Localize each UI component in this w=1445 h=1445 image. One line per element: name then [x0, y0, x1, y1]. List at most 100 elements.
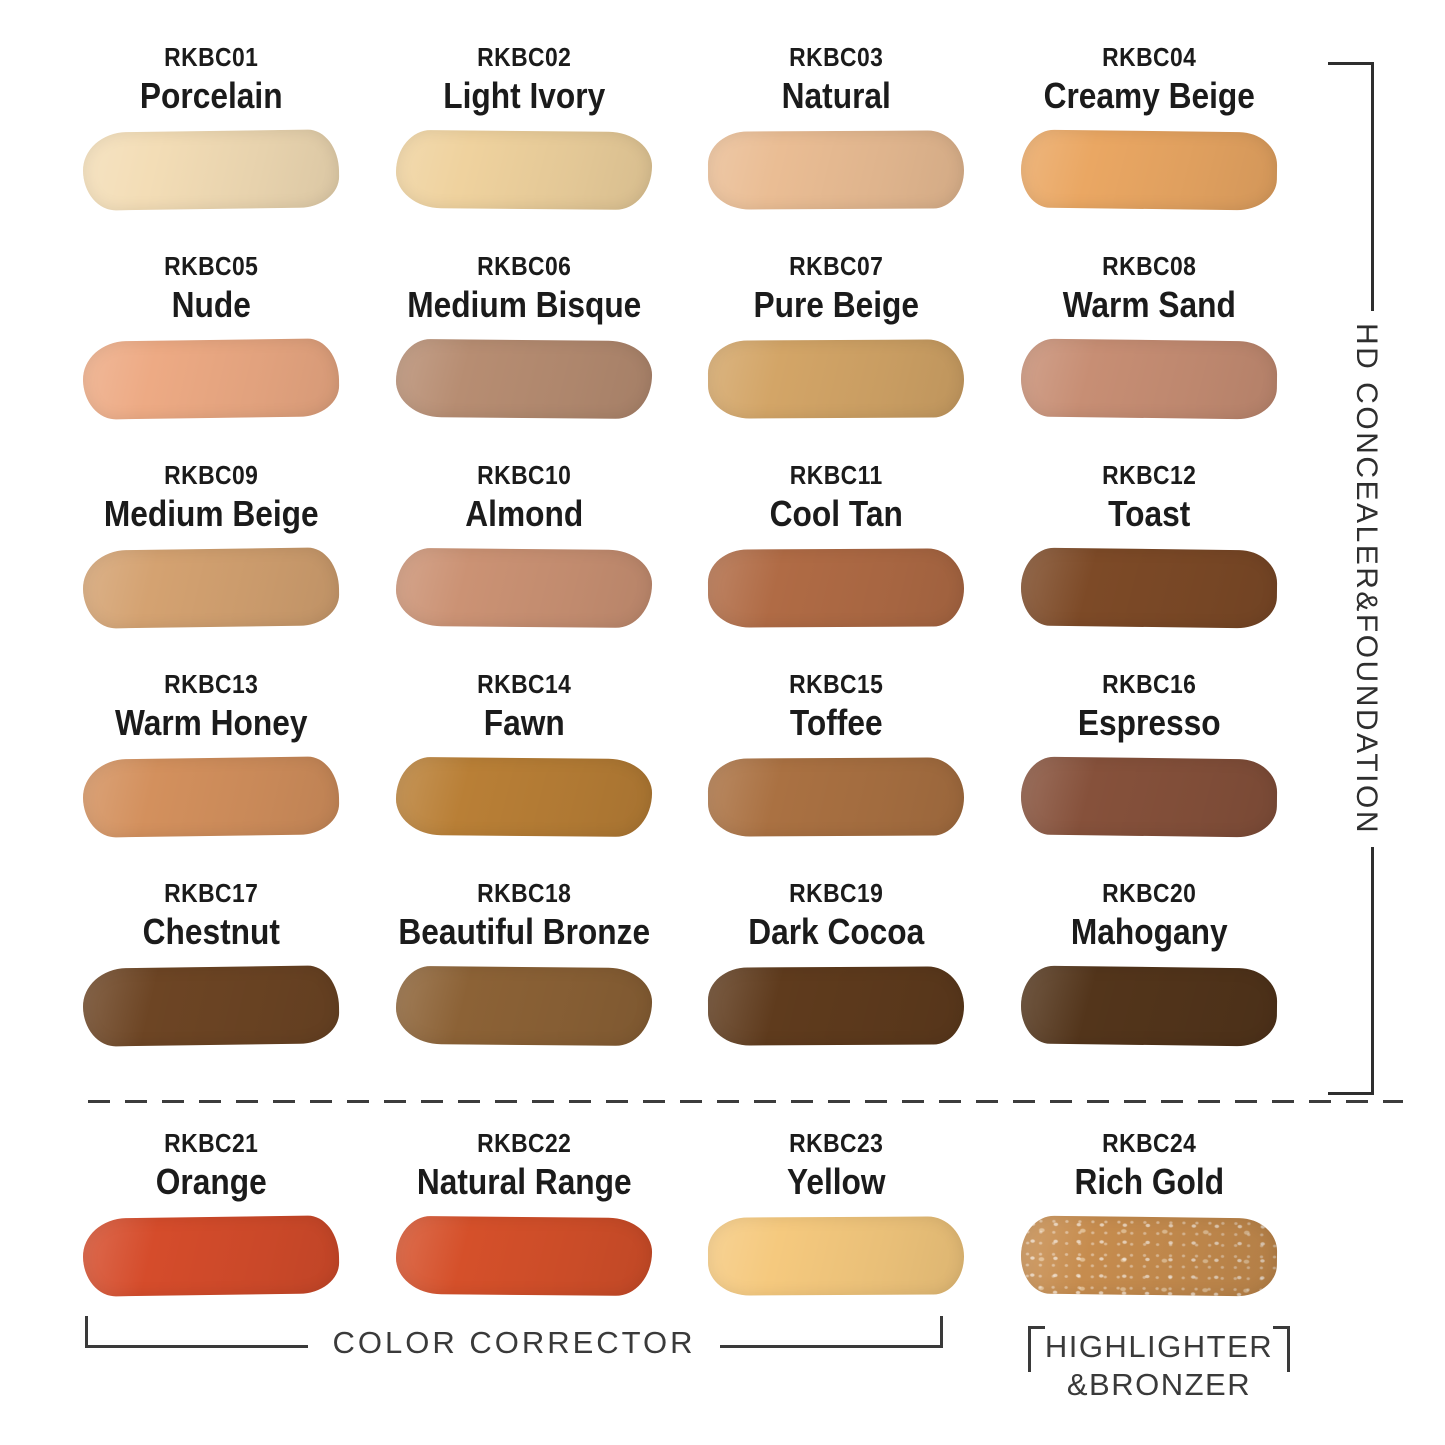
- swatch-cell-rkbc05: RKBC05 Nude: [55, 251, 368, 420]
- swatch-code: RKBC17: [164, 878, 259, 908]
- swatch-name: Nude: [171, 284, 251, 325]
- swatch-code: RKBC09: [164, 460, 259, 490]
- swatch-name: Pure Beige: [753, 284, 919, 325]
- swatch-smear: [395, 129, 653, 211]
- swatch-name: Toffee: [789, 702, 883, 743]
- color-corrector-label: COLOR CORRECTOR: [332, 1325, 696, 1360]
- swatch-name: Medium Beige: [103, 493, 319, 534]
- swatch-smear: [395, 965, 653, 1047]
- swatch-smear: [1020, 1215, 1278, 1297]
- swatch-smear: [395, 338, 653, 420]
- swatch-code: RKBC24: [1101, 1128, 1196, 1158]
- swatch-name: Warm Sand: [1062, 284, 1236, 325]
- swatch-smear: [1020, 129, 1278, 211]
- bracket-line-left: [88, 1345, 309, 1348]
- swatch-smear: [82, 338, 340, 420]
- swatch-cell-rkbc06: RKBC06 Medium Bisque: [368, 251, 681, 420]
- bracket-tick-top: [1328, 62, 1374, 65]
- swatch-cell-rkbc21: RKBC21 Orange: [55, 1128, 368, 1297]
- swatch-cell-rkbc02: RKBC02 Light Ivory: [368, 42, 681, 211]
- swatch-name: Natural: [781, 75, 891, 116]
- swatch-name: Porcelain: [139, 75, 283, 116]
- bracket-tick-right: [940, 1316, 944, 1348]
- swatch-code: RKBC07: [789, 251, 884, 281]
- swatch-smear: [82, 756, 340, 838]
- swatch-cell-rkbc13: RKBC13 Warm Honey: [55, 669, 368, 838]
- swatch-code: RKBC20: [1101, 878, 1196, 908]
- swatch-smear: [708, 966, 965, 1046]
- swatch-code: RKBC18: [476, 878, 571, 908]
- swatch-code: RKBC15: [789, 669, 884, 699]
- swatch-smear: [708, 757, 965, 837]
- swatch-cell-rkbc23: RKBC23 Yellow: [680, 1128, 993, 1296]
- swatch-name: Chestnut: [142, 911, 280, 952]
- swatch-name: Espresso: [1077, 702, 1221, 743]
- swatch-name: Medium Bisque: [406, 284, 641, 325]
- swatch-cell-rkbc12: RKBC12 Toast: [993, 460, 1306, 629]
- swatch-name: Toast: [1107, 493, 1190, 534]
- swatch-cell-rkbc19: RKBC19 Dark Cocoa: [680, 878, 993, 1046]
- swatch-cell-rkbc16: RKBC16 Espresso: [993, 669, 1306, 838]
- swatch-smear: [1020, 547, 1278, 629]
- swatch-code: RKBC14: [476, 669, 571, 699]
- swatch-code: RKBC08: [1101, 251, 1196, 281]
- swatch-smear: [82, 965, 340, 1047]
- swatch-smear: [82, 1215, 340, 1297]
- swatch-name: Mahogany: [1070, 911, 1228, 952]
- swatch-code: RKBC16: [1101, 669, 1196, 699]
- swatch-cell-rkbc20: RKBC20 Mahogany: [993, 878, 1306, 1047]
- bracket-corner-left: [1028, 1326, 1045, 1372]
- bracket-tick-bottom: [1328, 1092, 1374, 1096]
- swatch-cell-rkbc03: RKBC03 Natural: [680, 42, 993, 210]
- swatch-grid-foundation: RKBC01 Porcelain RKBC02 Light Ivory RKBC03 Na…: [55, 42, 1306, 1047]
- swatch-cell-rkbc09: RKBC09 Medium Beige: [55, 460, 368, 629]
- swatch-grid-corrector: RKBC21 Orange RKBC22 Natural Range RKBC23 Yel…: [55, 1128, 1306, 1297]
- swatch-code: RKBC13: [164, 669, 259, 699]
- swatch-smear: [1020, 338, 1278, 420]
- swatch-code: RKBC23: [789, 1128, 884, 1158]
- swatch-code: RKBC22: [476, 1128, 571, 1158]
- highlighter-bronzer-bracket: HIGHLIGHTER &BRONZER: [1028, 1326, 1290, 1404]
- swatch-smear: [395, 1215, 653, 1297]
- swatch-name: Yellow: [786, 1161, 886, 1202]
- swatch-code: RKBC04: [1101, 42, 1196, 72]
- swatch-name: Orange: [155, 1161, 267, 1202]
- swatch-cell-rkbc17: RKBC17 Chestnut: [55, 878, 368, 1047]
- foundation-section-bracket: HD CONCEALER&FOUNDATION: [1328, 62, 1383, 1096]
- bracket-line-upper: [1371, 65, 1374, 311]
- swatch-smear: [82, 129, 340, 211]
- swatch-name: Creamy Beige: [1043, 75, 1255, 116]
- bracket-line-right: [719, 1345, 941, 1348]
- swatch-cell-rkbc10: RKBC10 Almond: [368, 460, 681, 629]
- swatch-cell-rkbc08: RKBC08 Warm Sand: [993, 251, 1306, 420]
- swatch-cell-rkbc11: RKBC11 Cool Tan: [680, 460, 993, 628]
- swatch-cell-rkbc18: RKBC18 Beautiful Bronze: [368, 878, 681, 1047]
- swatch-cell-rkbc24: RKBC24 Rich Gold: [993, 1128, 1306, 1297]
- swatch-smear: [1020, 965, 1278, 1047]
- swatch-name: Dark Cocoa: [748, 911, 925, 952]
- swatch-name: Fawn: [483, 702, 565, 743]
- highlighter-bronzer-label: HIGHLIGHTER &BRONZER: [1045, 1328, 1273, 1404]
- swatch-name: Warm Honey: [115, 702, 308, 743]
- swatch-smear: [82, 547, 340, 629]
- swatch-name: Rich Gold: [1073, 1161, 1224, 1202]
- swatch-cell-rkbc22: RKBC22 Natural Range: [368, 1128, 681, 1297]
- highlighter-label-line1: HIGHLIGHTER: [1044, 1329, 1274, 1364]
- swatch-name: Cool Tan: [769, 493, 903, 534]
- swatch-code: RKBC10: [476, 460, 571, 490]
- color-corrector-bracket: COLOR CORRECTOR: [85, 1316, 944, 1360]
- swatch-smear: [1020, 756, 1278, 838]
- swatch-smear: [395, 547, 653, 629]
- swatch-name: Beautiful Bronze: [397, 911, 650, 952]
- swatch-cell-rkbc14: RKBC14 Fawn: [368, 669, 681, 838]
- swatch-smear: [708, 339, 965, 419]
- swatch-smear: [708, 548, 965, 628]
- swatch-code: RKBC12: [1101, 460, 1196, 490]
- swatch-cell-rkbc04: RKBC04 Creamy Beige: [993, 42, 1306, 211]
- swatch-code: RKBC11: [789, 460, 883, 490]
- swatch-cell-rkbc07: RKBC07 Pure Beige: [680, 251, 993, 419]
- swatch-smear: [395, 756, 653, 838]
- swatch-code: RKBC03: [789, 42, 884, 72]
- swatch-code: RKBC02: [476, 42, 571, 72]
